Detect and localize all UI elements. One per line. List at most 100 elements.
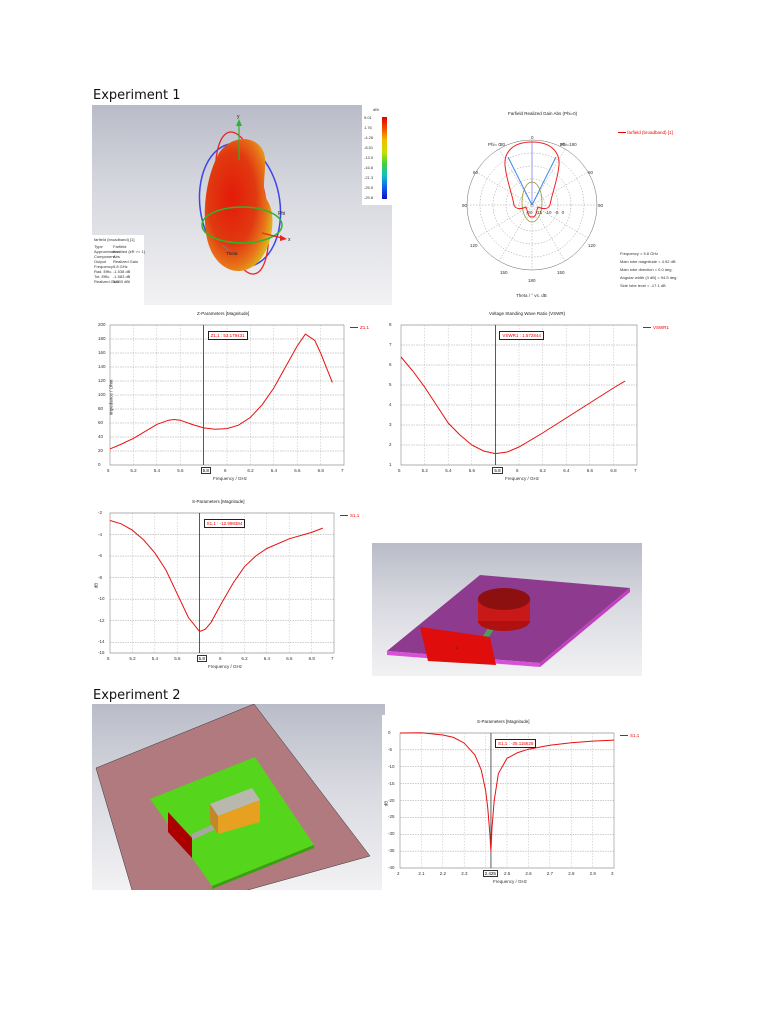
x-tick-label: 2.8	[568, 871, 575, 876]
svg-text:1: 1	[456, 645, 459, 650]
x-tick-label: 5.2	[421, 468, 428, 473]
y-axis-label: dB	[383, 800, 389, 806]
polar-legend: farfield (broadband) [1]	[618, 130, 673, 135]
chart-legend: Z1,1	[350, 325, 369, 330]
x-tick-label: 5.2	[129, 656, 136, 661]
x-tick-label: 2.1	[418, 871, 425, 876]
polar-left-label: Phi= 0	[488, 142, 501, 147]
x-tick-label: 2.9	[589, 871, 596, 876]
x-tick-label: 7	[331, 656, 334, 661]
y-tick-label: 7	[389, 342, 392, 347]
x-axis-label: Frequency / GHz	[213, 476, 248, 481]
polar-title: Farfield Realized Gain Abs (Phi=0)	[508, 111, 578, 116]
y-tick-label: -35	[388, 848, 395, 854]
x-tick-label: 6.8	[610, 468, 617, 473]
y-tick-label: 5	[389, 382, 392, 387]
y-tick-label: 200	[98, 322, 106, 327]
y-tick-label: 120	[98, 378, 106, 383]
y-tick-label: 100	[98, 392, 106, 397]
x-tick-label: 3	[611, 871, 614, 876]
x-tick-label: 5	[107, 656, 110, 661]
x-tick-label: 2.425	[482, 870, 498, 877]
x-tick-label: 7	[341, 468, 344, 473]
exp2-3d-model-view	[92, 704, 385, 890]
y-tick-label: -30	[388, 831, 395, 837]
y-tick-label: 0	[388, 730, 391, 735]
x-tick-label: 6	[224, 468, 227, 473]
y-tick-label: -5	[388, 746, 393, 752]
x-tick-label: 6.4	[270, 468, 278, 473]
y-tick-label: 60	[98, 420, 104, 425]
y-tick-label: 1	[389, 462, 392, 467]
marker-readout: VSWR1 : 1.572844	[499, 331, 544, 340]
y-tick-label: 3	[389, 422, 392, 427]
y-tick-label: 180	[98, 336, 106, 341]
y-tick-label: -15	[98, 650, 105, 655]
x-tick-label: 5.8	[492, 467, 503, 474]
y-tick-label: -40	[388, 865, 395, 870]
chart-plot-area	[399, 732, 615, 869]
x-tick-label: 6.6	[586, 468, 594, 473]
x-axis-label: Frequency / GHz	[208, 664, 243, 669]
polar-right-label: Phi=180	[560, 142, 577, 147]
x-tick-label: 5.6	[174, 656, 181, 661]
x-tick-label: 5	[107, 468, 110, 473]
x-tick-label: 2.7	[546, 871, 554, 876]
colorbar-tick: 5.01	[364, 115, 372, 120]
chart-plot-area	[109, 324, 345, 466]
polar-radial-labels: -20 -15 -10 -5 0	[526, 210, 565, 215]
marker-readout: S1,1 : -35.115625	[494, 739, 537, 748]
y-tick-label: -6	[98, 553, 103, 559]
x-tick-label: 6.2	[247, 468, 254, 473]
y-tick-label: 140	[98, 364, 106, 369]
series-line	[109, 520, 323, 633]
x-tick-label: 6.2	[539, 468, 546, 473]
x-tick-label: 6.8	[317, 468, 324, 473]
x-tick-label: 5.2	[130, 468, 137, 473]
x-tick-label: 6	[219, 656, 222, 661]
exp1-3d-model-view: 1	[372, 543, 642, 676]
series-line	[400, 356, 626, 455]
section-heading-experiment-2: Experiment 2	[93, 688, 181, 703]
s-parameters-exp2-chart: S-Parameters [Magnitude] 2 2.1 2.2 2.3 2.425 2…	[382, 715, 652, 890]
chart-title: S-Parameters [Magnitude]	[477, 719, 530, 724]
x-tick-label: 5.8	[200, 467, 211, 474]
farfield-3d-plot: y x Phi Theta	[198, 114, 291, 275]
polar-plot-panel: Farfield Realized Gain Abs (Phi=0) farfi…	[460, 105, 680, 305]
svg-text:Phi: Phi	[278, 211, 285, 217]
y-tick-label: 160	[98, 350, 106, 355]
info-title: farfield (broadband) [1]	[94, 237, 135, 242]
x-tick-label: 5.8	[196, 655, 207, 662]
y-tick-label: 2	[389, 442, 392, 447]
y-tick-label: -20	[388, 797, 395, 803]
colorbar-tick: -29.8	[364, 195, 374, 200]
x-tick-label: 6.2	[241, 656, 248, 661]
y-tick-label: 6	[389, 362, 392, 367]
z-parameters-chart: Z-Parameters [Magnitude] 5 5.2 5.4 5.6 5.8 6 6.…	[92, 307, 382, 487]
x-tick-label: 2.6	[525, 871, 532, 876]
x-tick-label: 6	[516, 468, 519, 473]
y-tick-label: -10	[388, 763, 395, 769]
x-tick-label: 7	[634, 468, 637, 473]
farfield-3d-view: y x Phi Theta dBi 5.01 1.76 -4.26 -8.51 …	[92, 105, 392, 305]
chart-legend: S1,1	[340, 513, 359, 518]
x-tick-label: 5.4	[153, 468, 161, 473]
x-tick-label: 5.4	[151, 656, 159, 661]
y-tick-label: -10	[98, 596, 105, 602]
svg-text:Theta: Theta	[226, 251, 238, 256]
colorbar-unit: dBi	[373, 107, 379, 112]
y-tick-label: -12	[98, 617, 105, 623]
y-tick-label: 8	[389, 322, 392, 327]
colorbar: dBi 5.01 1.76 -4.26 -8.51 -13.0 -16.6 -2…	[362, 105, 392, 205]
colorbar-tick: -8.51	[364, 145, 374, 150]
x-tick-label: 5.6	[177, 468, 184, 473]
x-tick-label: 2.3	[461, 871, 468, 876]
chart-plot-area	[109, 512, 335, 654]
chart-plot-area	[400, 324, 638, 466]
chart-legend: VSWR1	[643, 325, 669, 330]
x-tick-label: 6.6	[294, 468, 301, 473]
x-tick-label: 6.4	[563, 468, 570, 473]
y-tick-label: 20	[98, 448, 104, 453]
x-tick-label: 5	[398, 468, 401, 473]
svg-text:x: x	[288, 237, 291, 243]
